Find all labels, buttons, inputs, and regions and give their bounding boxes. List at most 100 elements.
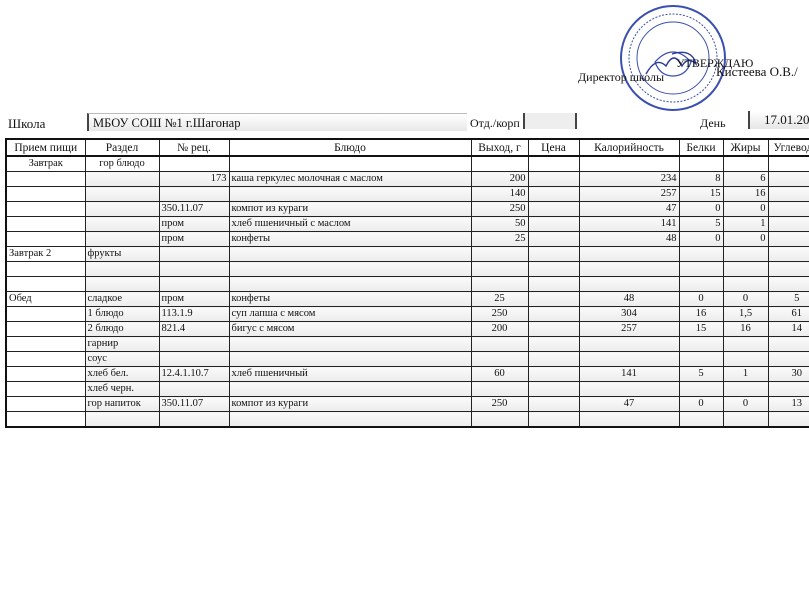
column-header-dish: Блюдо [228,138,472,157]
cell-fat: 1 [722,216,769,232]
cell-yield [470,336,529,352]
cell-dish [228,381,472,397]
cell-recipe-no [158,276,230,292]
cell-calories: 48 [578,291,680,307]
table-row: пром конфеты 25 48 0 0 [5,231,809,247]
cell-yield [470,261,529,277]
cell-calories: 304 [578,306,680,322]
cell-fat: 16 [722,321,769,337]
cell-price [527,276,580,292]
cell-price [527,231,580,247]
cell-recipe-no [158,336,230,352]
cell-meal: Завтрак 2 [5,246,86,262]
cell-meal [5,396,86,412]
cell-carbs [767,411,809,428]
cell-price [527,261,580,277]
cell-fat [722,261,769,277]
column-header-section: Раздел [84,138,160,157]
table-row: гарнир [5,336,809,352]
cell-carbs: 5 [767,291,809,307]
cell-calories [578,351,680,367]
cell-yield: 200 [470,321,529,337]
cell-section: хлеб бел. [84,366,160,382]
cell-meal [5,351,86,367]
table-row: 2 блюдо 821.4 бигус с мясом 200 257 15 16 14 [5,321,809,337]
cell-protein: 0 [678,201,724,217]
cell-meal [5,171,86,187]
dept-label: Отд./корп [470,116,520,130]
cell-dish: бигус с мясом [228,321,472,337]
cell-section [84,411,160,428]
cell-recipe-no [158,155,230,172]
cell-recipe-no: 173 [158,171,230,187]
cell-carbs: 14 [767,321,809,337]
cell-recipe-no [158,186,230,202]
day-label: День [700,116,726,130]
column-header-fat: Жиры [722,138,769,157]
cell-yield [470,411,529,428]
cell-price [527,246,580,262]
cell-section [84,216,160,232]
cell-carbs: 30 [767,366,809,382]
cell-protein [678,155,724,172]
table-row: гор напиток 350.11.07 компот из кураги 250 4… [5,396,809,412]
table-row: 173 каша геркулес молочная с маслом 200 234… [5,171,809,187]
cell-price [527,171,580,187]
cell-dish [228,261,472,277]
director-label: Директор школы [578,70,665,84]
approval-label: УТВЕРЖДАЮ [676,56,754,70]
cell-carbs [767,201,809,217]
cell-recipe-no [158,381,230,397]
cell-meal [5,186,86,202]
column-header-meal: Прием пищи [5,138,86,157]
table-row: 1 блюдо 113.1.9 суп лапша с мясом 250 304 16 1… [5,306,809,322]
table-row: 140 257 15 16 [5,186,809,202]
cell-recipe-no: 113.1.9 [158,306,230,322]
cell-fat [722,246,769,262]
cell-calories [578,381,680,397]
column-header-yield: Выход, г [470,138,529,157]
cell-yield [470,381,529,397]
cell-protein: 0 [678,231,724,247]
cell-price [527,291,580,307]
table-row [5,261,809,277]
table-row: хлеб черн. [5,381,809,397]
cell-protein [678,381,724,397]
cell-recipe-no [158,246,230,262]
cell-recipe-no: пром [158,291,230,307]
cell-section: 2 блюдо [84,321,160,337]
cell-protein: 15 [678,321,724,337]
cell-price [527,366,580,382]
cell-carbs [767,261,809,277]
cell-carbs: 13 [767,396,809,412]
cell-fat [722,336,769,352]
cell-fat: 0 [722,231,769,247]
cell-recipe-no: пром [158,231,230,247]
cell-price [527,411,580,428]
director-name: Кистеева О.В./ [716,64,798,79]
cell-recipe-no: 350.11.07 [158,396,230,412]
cell-carbs [767,276,809,292]
cell-recipe-no [158,351,230,367]
cell-carbs [767,171,809,187]
cell-yield [470,246,529,262]
dept-field [523,113,577,129]
cell-meal [5,336,86,352]
cell-carbs [767,336,809,352]
cell-carbs [767,351,809,367]
table-row: Завтрак 2 фрукты [5,246,809,262]
table-row: 350.11.07 компот из кураги 250 47 0 0 [5,201,809,217]
table-header: Прием пищи Раздел № рец. Блюдо Выход, г Цена К… [5,138,809,157]
cell-section: хлеб черн. [84,381,160,397]
cell-yield [470,276,529,292]
cell-protein: 15 [678,186,724,202]
cell-fat: 0 [722,291,769,307]
table-row: хлеб бел. 12.4.1.10.7 хлеб пшеничный 60 141 5… [5,366,809,382]
cell-meal [5,231,86,247]
cell-calories: 257 [578,321,680,337]
cell-dish [228,336,472,352]
cell-section: гарнир [84,336,160,352]
cell-dish [228,351,472,367]
cell-dish [228,186,472,202]
cell-protein: 5 [678,216,724,232]
